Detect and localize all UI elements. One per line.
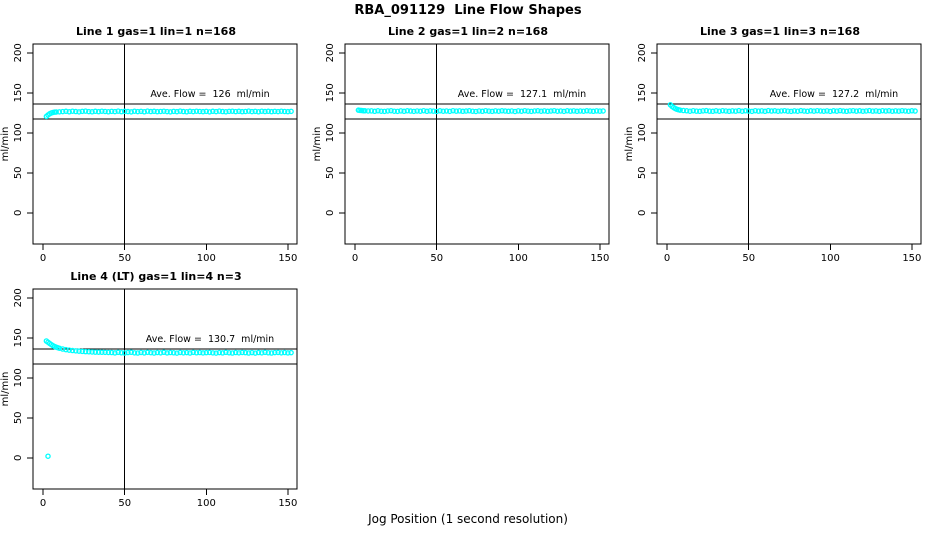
y-tick-label: 0 — [13, 455, 24, 461]
subplot-title-line-3: Line 3 gas=1 lin=3 n=168 — [699, 25, 860, 38]
x-tick-label: 50 — [430, 253, 443, 264]
subplot-title-line-2: Line 2 gas=1 lin=2 n=168 — [387, 25, 548, 38]
x-tick-label: 100 — [821, 253, 840, 264]
x-tick-label: 100 — [509, 253, 528, 264]
y-tick-label: 200 — [13, 288, 24, 307]
data-points — [43, 108, 294, 120]
y-tick-label: 150 — [13, 83, 24, 102]
axes: 0 50 100 150 0 50 100 150 200 ml/min — [0, 43, 298, 264]
data-points — [667, 102, 918, 115]
subplot-line-4: 0 50 100 150 0 50 100 150 200 ml/min Line 4 (LT) … — [0, 265, 312, 515]
y-tick-label: 100 — [325, 123, 336, 142]
reference-lines — [33, 44, 297, 244]
x-tick-label: 50 — [742, 253, 755, 264]
y-tick-label: 0 — [637, 210, 648, 216]
x-tick-label: 0 — [40, 498, 46, 509]
axes: 0 50 100 150 0 50 100 150 200 ml/min — [0, 288, 298, 509]
x-tick-label: 150 — [278, 253, 297, 264]
x-tick-label: 150 — [902, 253, 921, 264]
y-tick-label: 150 — [325, 83, 336, 102]
subplot-line-3: 0 50 100 150 0 50 100 150 200 ml/min Line 3 gas=1… — [624, 20, 936, 270]
plot-area-line-4: 0 50 100 150 0 50 100 150 200 ml/min — [0, 288, 298, 509]
ave-flow-annotation-line-2: Ave. Flow = 127.1 ml/min — [457, 89, 587, 100]
x-tick-label: 50 — [118, 253, 131, 264]
x-tick-label: 100 — [197, 498, 216, 509]
y-axis-label: ml/min — [624, 127, 635, 162]
x-tick-label: 150 — [590, 253, 609, 264]
x-tick-label: 0 — [352, 253, 358, 264]
ave-flow-annotation-line-3: Ave. Flow = 127.2 ml/min — [769, 89, 899, 100]
subplot-line-1: 0 50 100 150 0 50 100 150 200 ml/min Line 1 gas=1… — [0, 20, 312, 270]
x-tick-label: 150 — [278, 498, 297, 509]
x-tick-label: 100 — [197, 253, 216, 264]
axes: 0 50 100 150 0 50 100 150 200 ml/min — [312, 43, 610, 264]
y-tick-label: 50 — [637, 166, 648, 179]
subplot-title-line-4: Line 4 (LT) gas=1 lin=4 n=3 — [70, 270, 242, 283]
subplot-title-line-1: Line 1 gas=1 lin=1 n=168 — [75, 25, 236, 38]
y-tick-label: 150 — [637, 83, 648, 102]
x-axis-label: Jog Position (1 second resolution) — [368, 512, 568, 526]
y-tick-label: 50 — [13, 411, 24, 424]
y-tick-label: 150 — [13, 328, 24, 347]
axes: 0 50 100 150 0 50 100 150 200 ml/min — [624, 43, 922, 264]
plot-area-line-2: 0 50 100 150 0 50 100 150 200 ml/min — [312, 43, 610, 264]
y-axis-label: ml/min — [312, 127, 323, 162]
y-tick-label: 50 — [325, 166, 336, 179]
x-tick-label: 50 — [118, 498, 131, 509]
y-tick-label: 50 — [13, 166, 24, 179]
plot-area-line-3: 0 50 100 150 0 50 100 150 200 ml/min — [624, 43, 922, 264]
reference-lines — [33, 289, 297, 489]
figure-title: RBA_091129 Line Flow Shapes — [354, 3, 582, 18]
y-tick-label: 0 — [325, 210, 336, 216]
x-tick-label: 0 — [40, 253, 46, 264]
subplot-line-2: 0 50 100 150 0 50 100 150 200 ml/min Line 2 gas=1… — [312, 20, 624, 270]
reference-lines — [657, 44, 921, 244]
ave-flow-annotation-line-4: Ave. Flow = 130.7 ml/min — [145, 334, 275, 345]
y-tick-label: 200 — [13, 43, 24, 62]
y-tick-label: 100 — [13, 123, 24, 142]
y-tick-label: 200 — [325, 43, 336, 62]
plot-area-line-1: 0 50 100 150 0 50 100 150 200 ml/min — [0, 43, 298, 264]
y-tick-label: 100 — [637, 123, 648, 142]
y-tick-label: 100 — [13, 368, 24, 387]
y-axis-label: ml/min — [0, 372, 11, 407]
y-tick-label: 0 — [13, 210, 24, 216]
y-tick-label: 200 — [637, 43, 648, 62]
y-axis-label: ml/min — [0, 127, 11, 162]
data-points — [355, 107, 606, 115]
ave-flow-annotation-line-1: Ave. Flow = 126 ml/min — [150, 89, 270, 100]
data-points — [43, 338, 294, 459]
reference-lines — [345, 44, 609, 244]
x-tick-label: 0 — [664, 253, 670, 264]
